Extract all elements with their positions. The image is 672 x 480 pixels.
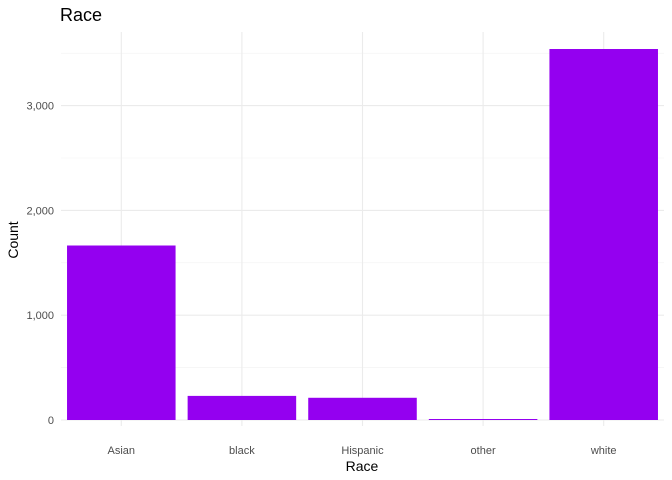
x-axis-tick-labels: Asian black Hispanic other white: [108, 445, 617, 457]
bar-white: [549, 49, 658, 420]
x-tick-label: Hispanic: [341, 445, 384, 457]
bar-black: [187, 395, 297, 420]
x-tick-label: other: [471, 445, 496, 457]
bar-asian: [67, 245, 176, 420]
x-tick-label: white: [590, 445, 617, 457]
y-tick-label: 1,000: [26, 310, 54, 322]
x-axis-title: Race: [346, 458, 379, 474]
y-tick-label: 0: [48, 415, 54, 427]
bars: [67, 49, 658, 420]
x-tick-label: black: [229, 445, 255, 457]
y-tick-label: 2,000: [26, 205, 54, 217]
x-tick-label: Asian: [108, 445, 136, 457]
bar-other: [428, 419, 538, 420]
bar-hispanic: [308, 397, 417, 420]
y-axis-title: Count: [5, 221, 21, 258]
chart-title: Race: [60, 5, 102, 25]
y-tick-label: 3,000: [26, 101, 54, 113]
y-axis-tick-labels: 0 1,000 2,000 3,000: [26, 101, 54, 427]
